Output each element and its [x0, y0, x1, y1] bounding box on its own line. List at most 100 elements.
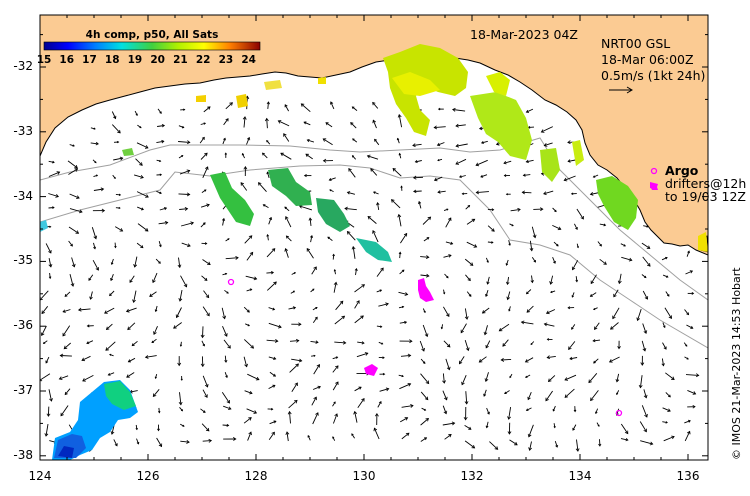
- drifter-track[interactable]: [418, 278, 434, 302]
- current-vector-head: [255, 376, 260, 381]
- current-vector: [348, 168, 356, 178]
- current-vector: [399, 252, 401, 259]
- current-vector: [179, 423, 185, 427]
- current-vector: [379, 388, 389, 392]
- current-vector: [268, 307, 275, 310]
- current-vector: [224, 372, 228, 378]
- current-vector-head: [224, 152, 228, 155]
- argo-float[interactable]: [615, 409, 623, 417]
- plot-frame: [39, 14, 709, 461]
- current-vector-head: [686, 312, 690, 316]
- current-vector-head: [478, 359, 483, 363]
- current-vector: [552, 257, 556, 264]
- current-vector-head: [688, 419, 691, 423]
- current-vector-head: [186, 169, 191, 174]
- current-vector: [620, 423, 629, 434]
- colorbar-gradient: [43, 41, 261, 51]
- current-vector-head: [448, 217, 452, 222]
- current-vector: [158, 240, 162, 247]
- current-vector-head: [361, 341, 365, 345]
- current-vector-head: [293, 290, 296, 293]
- current-vector: [399, 269, 405, 275]
- current-vector-head: [546, 338, 550, 341]
- current-vector: [155, 305, 158, 312]
- current-vector-head: [159, 111, 162, 114]
- current-vector: [550, 275, 554, 285]
- current-vector: [152, 272, 158, 283]
- current-vector: [179, 290, 183, 302]
- current-vector-head: [129, 279, 133, 283]
- colorbar-tick-label: 15: [37, 54, 52, 66]
- current-vector-head: [114, 443, 118, 447]
- current-vector: [134, 110, 138, 116]
- current-vector-head: [177, 362, 182, 367]
- current-vector-head: [575, 279, 579, 283]
- current-vector-head: [305, 153, 309, 157]
- current-vector: [69, 144, 75, 147]
- current-vector: [399, 383, 411, 390]
- current-vector-head: [421, 347, 425, 352]
- current-vector: [64, 291, 71, 297]
- current-vector-head: [225, 375, 228, 379]
- current-vector-head: [361, 284, 366, 288]
- current-vector-head: [467, 277, 471, 282]
- current-vector-head: [661, 363, 665, 367]
- current-vector-head: [500, 357, 505, 362]
- current-vector-head: [235, 255, 239, 260]
- current-vector-head: [543, 191, 547, 196]
- current-vector-head: [532, 234, 537, 239]
- current-vector: [347, 231, 356, 241]
- current-vector: [334, 315, 345, 325]
- current-vector-head: [82, 378, 86, 382]
- current-vector: [67, 160, 78, 169]
- current-vector-head: [154, 376, 157, 380]
- current-vector-head: [110, 278, 114, 282]
- current-vector: [613, 289, 619, 298]
- current-vector: [444, 273, 449, 279]
- current-vector-head: [104, 310, 108, 314]
- current-vector-head: [173, 325, 177, 329]
- sst-patch-gulf-4: [486, 72, 510, 96]
- current-vector: [200, 408, 206, 413]
- current-vector-head: [649, 441, 654, 446]
- current-vector-head: [569, 356, 573, 361]
- sst-patch-gulf-3: [470, 92, 532, 160]
- current-vector-head: [56, 171, 61, 175]
- current-vector-head: [397, 213, 402, 218]
- current-vector: [572, 260, 579, 270]
- sst-patch-gulf-2: [392, 72, 440, 96]
- current-vector-head: [177, 264, 182, 269]
- current-vector-head: [52, 206, 55, 210]
- current-vector: [481, 140, 488, 144]
- current-vector-head: [487, 411, 490, 415]
- current-vector: [92, 259, 99, 271]
- current-vector: [443, 306, 450, 317]
- current-vector: [41, 306, 49, 314]
- current-vector: [459, 356, 465, 364]
- current-vector: [291, 358, 302, 362]
- current-vector-head: [180, 378, 183, 381]
- current-vector: [307, 435, 311, 441]
- current-vector-head: [640, 362, 645, 366]
- current-vector: [224, 355, 227, 363]
- current-vector: [552, 224, 561, 230]
- current-vector: [129, 390, 138, 393]
- current-vector: [461, 375, 467, 385]
- colorbar-tick-label: 18: [105, 54, 120, 66]
- current-vector-head: [243, 166, 248, 170]
- argo-float[interactable]: [227, 278, 235, 286]
- current-vector-head: [344, 206, 348, 211]
- current-vector-head: [266, 101, 270, 105]
- current-vector-head: [224, 333, 228, 337]
- drifter-track[interactable]: [364, 364, 378, 376]
- current-vector: [662, 322, 666, 328]
- current-vector: [43, 340, 48, 344]
- current-vector: [246, 288, 252, 292]
- current-vector-head: [563, 177, 568, 182]
- current-vector-head: [471, 444, 476, 449]
- current-vector-head: [360, 315, 364, 319]
- current-vector: [576, 439, 579, 452]
- current-vector-head: [644, 296, 649, 300]
- current-vector: [158, 222, 168, 225]
- current-vector-head: [478, 126, 483, 131]
